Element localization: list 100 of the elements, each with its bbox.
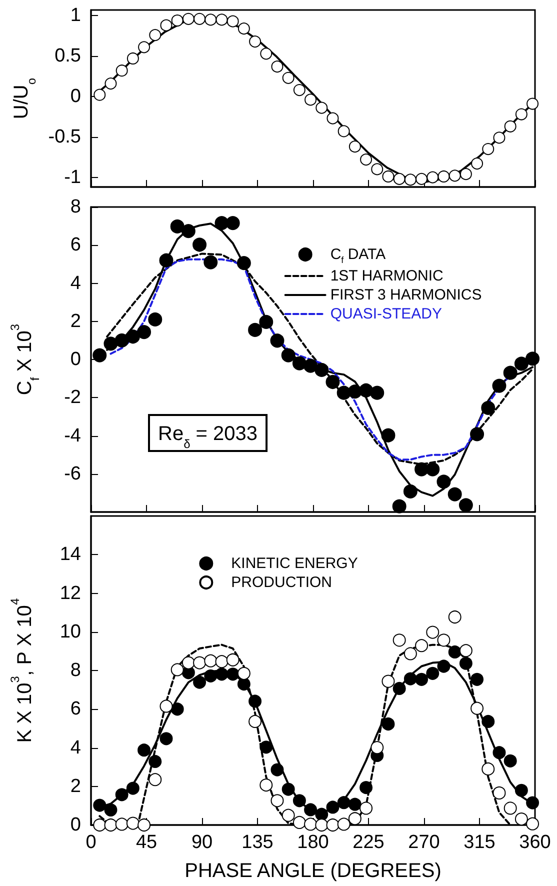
y-tick-label: 6 xyxy=(70,698,81,720)
y-tick-label: 4 xyxy=(70,272,82,294)
point xyxy=(149,29,162,42)
point xyxy=(438,170,450,182)
point xyxy=(348,812,362,826)
y-tick-label: -1 xyxy=(64,166,81,188)
point xyxy=(337,818,350,831)
point xyxy=(115,788,128,802)
point xyxy=(437,660,450,673)
point xyxy=(382,718,395,730)
point xyxy=(482,143,494,156)
point xyxy=(514,356,528,371)
point xyxy=(226,15,239,28)
point xyxy=(181,224,196,238)
point xyxy=(282,72,294,84)
point xyxy=(426,462,440,476)
point xyxy=(160,19,172,32)
x-axis-title: PHASE ANGLE (DEGREES) xyxy=(184,860,442,882)
point xyxy=(526,98,539,110)
point xyxy=(192,238,207,252)
point xyxy=(436,474,451,489)
point xyxy=(138,41,150,54)
point xyxy=(404,647,417,660)
point xyxy=(348,798,362,811)
point xyxy=(160,700,173,713)
point xyxy=(404,672,417,686)
point xyxy=(260,48,272,60)
y-tick-label: 0 xyxy=(70,349,81,370)
point xyxy=(92,348,107,362)
point xyxy=(204,255,218,270)
point xyxy=(470,672,484,686)
point xyxy=(115,818,128,831)
point xyxy=(316,102,328,114)
point xyxy=(348,140,361,153)
x-tick-label: 270 xyxy=(408,832,440,853)
point xyxy=(292,794,306,808)
point xyxy=(326,112,339,124)
point xyxy=(515,108,528,120)
point xyxy=(148,312,162,326)
point xyxy=(371,163,384,176)
point xyxy=(148,754,162,768)
point xyxy=(470,702,484,715)
point xyxy=(360,154,372,166)
point xyxy=(193,676,206,689)
point xyxy=(104,803,118,816)
point xyxy=(282,808,295,822)
point xyxy=(104,818,118,832)
point xyxy=(392,682,406,695)
point xyxy=(416,172,428,185)
point xyxy=(370,386,384,400)
y-tick-label: 14 xyxy=(60,544,82,566)
point xyxy=(248,694,262,708)
point xyxy=(393,172,406,185)
point xyxy=(226,653,240,666)
legend-label: 1ST HARMONIC xyxy=(330,268,444,284)
point xyxy=(216,14,228,26)
point xyxy=(293,84,306,96)
point xyxy=(226,216,240,230)
point xyxy=(270,334,284,348)
point xyxy=(260,740,273,754)
y-axis-title: K X 103, P X 104 xyxy=(8,598,36,743)
y-tick-label: 12 xyxy=(60,582,81,604)
point xyxy=(482,762,495,776)
point xyxy=(315,808,328,821)
y-axis-title: Cf X 103 xyxy=(8,324,42,396)
point xyxy=(370,741,384,754)
x-tick-label: 315 xyxy=(464,832,496,853)
point xyxy=(514,784,528,797)
point xyxy=(314,362,329,377)
point xyxy=(470,427,484,442)
point xyxy=(448,170,461,182)
point xyxy=(126,330,140,344)
point xyxy=(382,674,395,688)
point xyxy=(526,352,540,366)
y-tick-label: -2 xyxy=(64,387,81,408)
point xyxy=(249,36,262,48)
y-axis-title: U/Uo xyxy=(10,78,38,120)
point xyxy=(403,484,418,498)
y-tick-label: 2 xyxy=(70,310,81,332)
y-tick-label: 0 xyxy=(70,814,81,836)
point xyxy=(360,802,373,815)
point xyxy=(304,818,318,831)
legend-label: PRODUCTION xyxy=(231,574,332,591)
point xyxy=(326,374,340,389)
point xyxy=(426,626,440,639)
point xyxy=(437,634,450,647)
point xyxy=(460,168,472,180)
point xyxy=(459,656,472,670)
point xyxy=(504,120,516,132)
point xyxy=(481,400,496,415)
point xyxy=(138,744,151,757)
y-tick-label: 6 xyxy=(70,234,81,256)
point xyxy=(448,487,462,502)
point xyxy=(426,171,439,184)
point xyxy=(292,356,306,370)
point xyxy=(114,333,129,348)
point xyxy=(171,14,184,27)
point xyxy=(260,778,273,792)
legend-label: FIRST 3 HARMONICS xyxy=(330,286,482,304)
point xyxy=(415,639,428,652)
